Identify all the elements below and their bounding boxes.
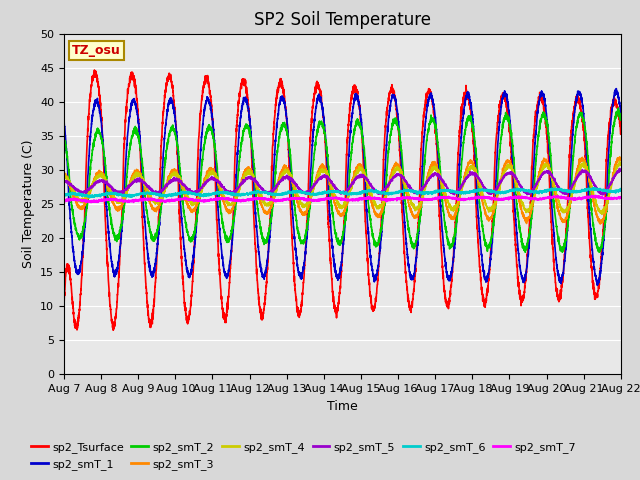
sp2_Tsurface [499, 91, 507, 97]
sp2_Tsurface [616, 126, 624, 132]
sp2_smT_2 [499, 125, 506, 131]
sp2_smT_7 [617, 194, 625, 200]
sp2_smT_2 [322, 137, 330, 143]
sp2_smT_6 [86, 194, 94, 200]
sp2_smT_7 [499, 196, 507, 202]
sp2_smT_6 [161, 192, 168, 198]
sp2_smT_6 [60, 193, 68, 199]
sp2_smT_2 [614, 105, 622, 111]
sp2_smT_2 [436, 168, 444, 173]
sp2_smT_3 [322, 166, 330, 172]
sp2_Tsurface [617, 131, 625, 136]
sp2_smT_3 [499, 168, 506, 174]
sp2_smT_3 [616, 157, 624, 163]
sp2_Tsurface [161, 101, 168, 107]
sp2_smT_5 [499, 175, 506, 180]
sp2_Tsurface [60, 300, 68, 305]
sp2_smT_2 [60, 137, 68, 143]
sp2_smT_3 [616, 154, 623, 160]
sp2_smT_5 [598, 192, 606, 198]
sp2_smT_3 [436, 176, 444, 182]
Line: sp2_smT_3: sp2_smT_3 [64, 157, 621, 224]
sp2_smT_2 [160, 171, 168, 177]
sp2_smT_3 [596, 221, 604, 227]
sp2_smT_6 [591, 185, 599, 191]
sp2_smT_6 [499, 189, 507, 195]
sp2_smT_6 [617, 188, 625, 193]
sp2_smT_2 [617, 117, 625, 122]
sp2_smT_1 [160, 143, 168, 149]
sp2_smT_3 [617, 155, 625, 161]
sp2_Tsurface [91, 67, 99, 73]
Legend: sp2_Tsurface, sp2_smT_1, sp2_smT_2, sp2_smT_3, sp2_smT_4, sp2_smT_5, sp2_smT_6, : sp2_Tsurface, sp2_smT_1, sp2_smT_2, sp2_… [26, 438, 580, 474]
sp2_smT_1 [467, 105, 475, 111]
sp2_smT_7 [60, 197, 68, 203]
sp2_smT_4 [160, 190, 168, 195]
sp2_smT_7 [436, 194, 444, 200]
sp2_smT_5 [322, 173, 330, 179]
sp2_smT_1 [612, 86, 620, 92]
sp2_smT_6 [467, 189, 475, 195]
Line: sp2_smT_7: sp2_smT_7 [64, 195, 621, 203]
sp2_smT_7 [467, 196, 475, 202]
sp2_smT_3 [467, 160, 475, 166]
sp2_smT_1 [499, 96, 506, 101]
sp2_smT_4 [436, 177, 444, 182]
sp2_smT_5 [617, 168, 625, 173]
sp2_smT_4 [616, 158, 623, 164]
sp2_smT_6 [436, 188, 444, 193]
sp2_smT_4 [322, 168, 330, 173]
sp2_Tsurface [322, 151, 330, 157]
Title: SP2 Soil Temperature: SP2 Soil Temperature [254, 11, 431, 29]
sp2_smT_2 [467, 118, 475, 123]
sp2_smT_7 [88, 200, 95, 205]
sp2_smT_7 [161, 198, 168, 204]
sp2_smT_4 [617, 162, 625, 168]
sp2_smT_6 [616, 187, 624, 192]
sp2_smT_1 [593, 282, 601, 288]
Y-axis label: Soil Temperature (C): Soil Temperature (C) [22, 140, 35, 268]
sp2_smT_7 [592, 192, 600, 198]
sp2_smT_1 [322, 135, 330, 141]
sp2_smT_5 [436, 174, 444, 180]
sp2_Tsurface [468, 112, 476, 118]
sp2_smT_2 [522, 250, 529, 255]
Line: sp2_Tsurface: sp2_Tsurface [64, 70, 621, 330]
Line: sp2_smT_6: sp2_smT_6 [64, 188, 621, 197]
Line: sp2_smT_1: sp2_smT_1 [64, 89, 621, 285]
sp2_smT_5 [160, 186, 168, 192]
sp2_smT_1 [617, 111, 625, 117]
sp2_Tsurface [436, 235, 444, 241]
Line: sp2_smT_5: sp2_smT_5 [64, 168, 621, 195]
sp2_smT_4 [499, 172, 506, 178]
X-axis label: Time: Time [327, 400, 358, 413]
sp2_smT_2 [616, 117, 624, 122]
sp2_smT_7 [322, 196, 330, 202]
sp2_smT_5 [467, 171, 475, 177]
sp2_smT_5 [616, 167, 624, 172]
sp2_smT_4 [467, 165, 475, 170]
sp2_smT_5 [60, 179, 68, 185]
Line: sp2_smT_2: sp2_smT_2 [64, 108, 621, 252]
sp2_smT_3 [60, 174, 68, 180]
sp2_smT_7 [616, 195, 624, 201]
sp2_smT_1 [60, 119, 68, 124]
sp2_smT_4 [598, 211, 606, 217]
sp2_smT_3 [160, 189, 168, 194]
sp2_Tsurface [109, 327, 117, 333]
Line: sp2_smT_4: sp2_smT_4 [64, 161, 621, 214]
Text: TZ_osu: TZ_osu [72, 44, 121, 57]
sp2_smT_1 [436, 200, 444, 206]
sp2_smT_5 [616, 166, 623, 171]
sp2_smT_6 [322, 189, 330, 195]
sp2_smT_4 [60, 172, 68, 178]
sp2_smT_1 [616, 108, 624, 114]
sp2_smT_4 [616, 162, 624, 168]
